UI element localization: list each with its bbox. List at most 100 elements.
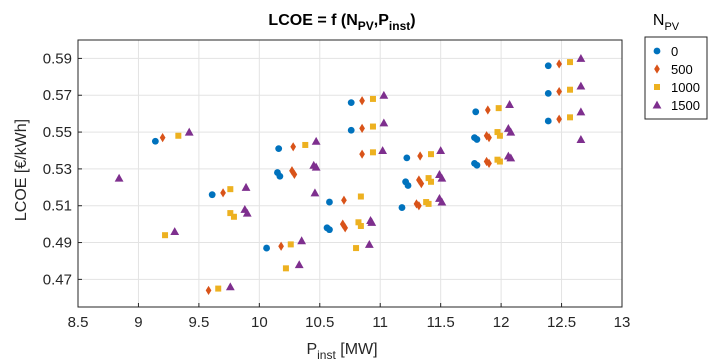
y-tick-label: 0.53 <box>43 161 72 178</box>
grid-lines <box>77 40 623 307</box>
data-point-circle <box>276 172 284 180</box>
data-point-circle <box>472 108 480 116</box>
data-point-triangle <box>379 118 389 127</box>
data-points <box>114 54 586 296</box>
data-point-triangle <box>311 136 321 145</box>
y-tick-label: 0.55 <box>43 124 72 141</box>
data-point-circle <box>326 198 333 206</box>
data-point-triangle <box>505 100 514 108</box>
data-point-triangle <box>576 81 586 90</box>
series-1500 <box>114 54 586 291</box>
data-point-square <box>355 219 362 226</box>
data-point-square <box>567 86 574 93</box>
y-axis-ticks: 0.47 0.49 0.51 0.53 0.55 0.57 0.59 <box>43 50 82 288</box>
data-point-diamond <box>290 142 297 152</box>
data-point-triangle <box>506 127 516 136</box>
data-point-diamond <box>359 123 365 133</box>
data-point-diamond <box>486 158 492 168</box>
data-point-square <box>357 193 364 200</box>
data-point-diamond <box>220 188 226 198</box>
data-point-square <box>369 123 376 130</box>
data-point-diamond <box>484 105 491 115</box>
data-point-diamond <box>417 151 423 161</box>
data-point-triangle <box>297 236 307 245</box>
y-axis-label: LCOE [€/kWh] <box>13 119 30 221</box>
data-point-circle <box>347 99 355 107</box>
legend-label: 500 <box>671 62 693 77</box>
data-point-triangle <box>367 217 377 226</box>
y-tick-label: 0.51 <box>43 198 72 215</box>
data-point-diamond <box>416 201 422 211</box>
data-point-square <box>357 222 364 229</box>
data-point-triangle <box>242 208 252 217</box>
x-tick-label: 11 <box>372 314 388 331</box>
x-tick-label: 13 <box>614 314 631 331</box>
data-point-triangle <box>378 146 388 155</box>
data-point-circle <box>403 154 411 162</box>
data-point-triangle <box>241 182 251 191</box>
data-point-triangle <box>364 239 374 248</box>
data-point-diamond <box>359 149 365 159</box>
data-point-diamond <box>291 169 298 180</box>
data-point-triangle <box>170 227 180 236</box>
data-point-square <box>425 175 432 182</box>
data-point-square <box>496 158 503 165</box>
data-point-square <box>287 241 294 248</box>
data-point-diamond <box>556 86 562 97</box>
data-point-diamond <box>418 179 425 189</box>
legend-title: NPV <box>653 12 680 33</box>
data-point-diamond <box>483 156 490 167</box>
data-point-diamond <box>342 223 349 233</box>
legend-marker-circle <box>653 47 661 55</box>
data-point-circle <box>544 117 552 125</box>
legend-label: 1500 <box>671 98 700 113</box>
data-point-circle <box>398 204 406 211</box>
data-point-square <box>425 200 432 207</box>
x-tick-label: 12.5 <box>547 314 576 331</box>
data-point-circle <box>275 145 283 153</box>
series-1000 <box>162 59 574 292</box>
data-point-diamond <box>483 131 490 141</box>
x-axis-ticks: 8.5 9 9.5 10 10.5 11 11.5 12 12.5 13 <box>68 303 631 331</box>
data-point-diamond <box>341 195 347 205</box>
data-point-circle <box>263 244 270 252</box>
data-point-circle <box>473 136 481 143</box>
data-point-square <box>215 285 222 292</box>
data-point-triangle <box>184 127 194 136</box>
legend: 0 500 1000 1500 <box>644 36 708 120</box>
x-tick-label: 10 <box>251 314 268 331</box>
data-point-triangle <box>437 197 447 206</box>
data-point-triangle <box>576 107 586 116</box>
data-point-triangle <box>437 173 447 182</box>
x-tick-label: 10.5 <box>305 314 334 331</box>
y-tick-label: 0.49 <box>43 235 72 252</box>
plot-area <box>77 39 623 308</box>
legend-label: 1000 <box>671 80 700 95</box>
data-point-square <box>496 132 503 139</box>
data-point-triangle <box>576 54 586 62</box>
data-point-diamond <box>556 114 562 124</box>
data-point-square <box>369 149 376 156</box>
data-point-circle <box>544 90 552 97</box>
data-point-square <box>427 178 434 185</box>
y-tick-label: 0.59 <box>43 50 72 67</box>
plot-frame <box>77 39 623 308</box>
data-point-square <box>282 265 289 272</box>
x-tick-label: 9 <box>134 314 142 331</box>
data-point-square <box>427 151 434 158</box>
y-tick-label: 0.47 <box>43 271 72 288</box>
series-500 <box>159 59 562 296</box>
data-point-diamond <box>159 132 166 143</box>
data-point-diamond <box>486 132 492 143</box>
data-point-triangle <box>311 162 321 171</box>
data-point-square <box>369 95 376 102</box>
data-point-square <box>227 186 234 193</box>
legend-marker-triangle <box>652 100 662 109</box>
x-tick-label: 9.5 <box>188 314 209 331</box>
data-point-triangle <box>576 135 586 143</box>
data-point-circle <box>544 62 552 70</box>
data-point-triangle <box>436 146 446 155</box>
data-point-circle <box>151 137 159 145</box>
data-point-square <box>567 114 574 121</box>
